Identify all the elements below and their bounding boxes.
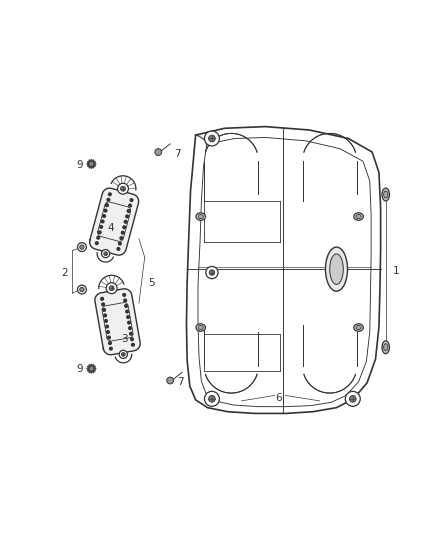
- Circle shape: [167, 377, 173, 384]
- Text: 3: 3: [121, 334, 127, 344]
- Circle shape: [101, 220, 104, 223]
- Circle shape: [120, 186, 125, 191]
- Circle shape: [106, 325, 108, 328]
- Circle shape: [209, 270, 215, 276]
- Circle shape: [102, 215, 106, 217]
- Circle shape: [124, 221, 127, 223]
- Circle shape: [105, 320, 107, 322]
- Circle shape: [131, 343, 134, 346]
- Ellipse shape: [198, 214, 203, 219]
- Polygon shape: [95, 289, 140, 355]
- Circle shape: [131, 338, 133, 341]
- Polygon shape: [87, 364, 96, 374]
- Circle shape: [121, 231, 124, 234]
- Text: 7: 7: [173, 149, 180, 159]
- Circle shape: [123, 294, 126, 296]
- Ellipse shape: [325, 247, 347, 291]
- Circle shape: [129, 204, 131, 207]
- Circle shape: [120, 237, 123, 239]
- Circle shape: [108, 336, 110, 339]
- Circle shape: [205, 131, 219, 146]
- Circle shape: [129, 327, 131, 329]
- Circle shape: [123, 226, 126, 229]
- Circle shape: [206, 266, 218, 279]
- Text: 1: 1: [392, 266, 399, 276]
- Ellipse shape: [356, 326, 361, 329]
- Ellipse shape: [198, 326, 203, 329]
- Ellipse shape: [382, 188, 389, 201]
- Circle shape: [89, 162, 93, 166]
- Circle shape: [106, 204, 108, 206]
- Circle shape: [97, 236, 99, 239]
- Circle shape: [345, 391, 360, 406]
- Circle shape: [125, 305, 127, 308]
- Text: 4: 4: [107, 223, 114, 233]
- Ellipse shape: [384, 191, 388, 198]
- Circle shape: [350, 395, 356, 402]
- Circle shape: [121, 352, 125, 356]
- Circle shape: [130, 199, 133, 201]
- Circle shape: [104, 314, 106, 317]
- Text: 9: 9: [76, 159, 83, 169]
- Circle shape: [126, 215, 128, 218]
- Circle shape: [78, 243, 86, 252]
- Circle shape: [80, 287, 84, 292]
- Ellipse shape: [196, 324, 205, 332]
- Circle shape: [109, 193, 111, 196]
- Polygon shape: [87, 159, 96, 168]
- Circle shape: [100, 225, 102, 228]
- Circle shape: [78, 285, 86, 294]
- Circle shape: [155, 149, 162, 156]
- Text: 9: 9: [76, 364, 83, 374]
- Circle shape: [80, 245, 84, 249]
- Circle shape: [99, 231, 101, 233]
- Circle shape: [104, 252, 107, 255]
- Circle shape: [106, 330, 110, 333]
- Circle shape: [119, 242, 121, 245]
- Circle shape: [124, 299, 127, 302]
- Circle shape: [109, 286, 114, 290]
- Ellipse shape: [354, 324, 363, 332]
- Circle shape: [107, 198, 110, 201]
- Circle shape: [119, 350, 127, 359]
- Ellipse shape: [382, 341, 389, 354]
- Ellipse shape: [196, 213, 205, 220]
- Text: 5: 5: [148, 278, 155, 288]
- Circle shape: [117, 183, 128, 194]
- Circle shape: [102, 249, 110, 257]
- Circle shape: [128, 321, 131, 324]
- Circle shape: [127, 209, 130, 212]
- Circle shape: [102, 303, 104, 306]
- Circle shape: [110, 348, 112, 350]
- Circle shape: [101, 297, 103, 300]
- Ellipse shape: [356, 214, 361, 219]
- Circle shape: [95, 242, 98, 245]
- Circle shape: [106, 282, 117, 294]
- Text: 6: 6: [276, 393, 282, 403]
- Ellipse shape: [384, 344, 388, 351]
- Ellipse shape: [354, 213, 363, 220]
- Circle shape: [208, 395, 215, 402]
- Text: 2: 2: [61, 268, 67, 278]
- Circle shape: [130, 332, 132, 335]
- Circle shape: [109, 342, 111, 344]
- Circle shape: [208, 135, 215, 142]
- Text: 7: 7: [177, 377, 184, 387]
- Circle shape: [103, 309, 106, 311]
- Circle shape: [205, 391, 219, 406]
- Polygon shape: [90, 188, 139, 255]
- Ellipse shape: [330, 254, 343, 285]
- Circle shape: [104, 209, 107, 212]
- Circle shape: [127, 316, 130, 318]
- Circle shape: [89, 367, 93, 370]
- Circle shape: [126, 310, 128, 313]
- Circle shape: [117, 248, 120, 251]
